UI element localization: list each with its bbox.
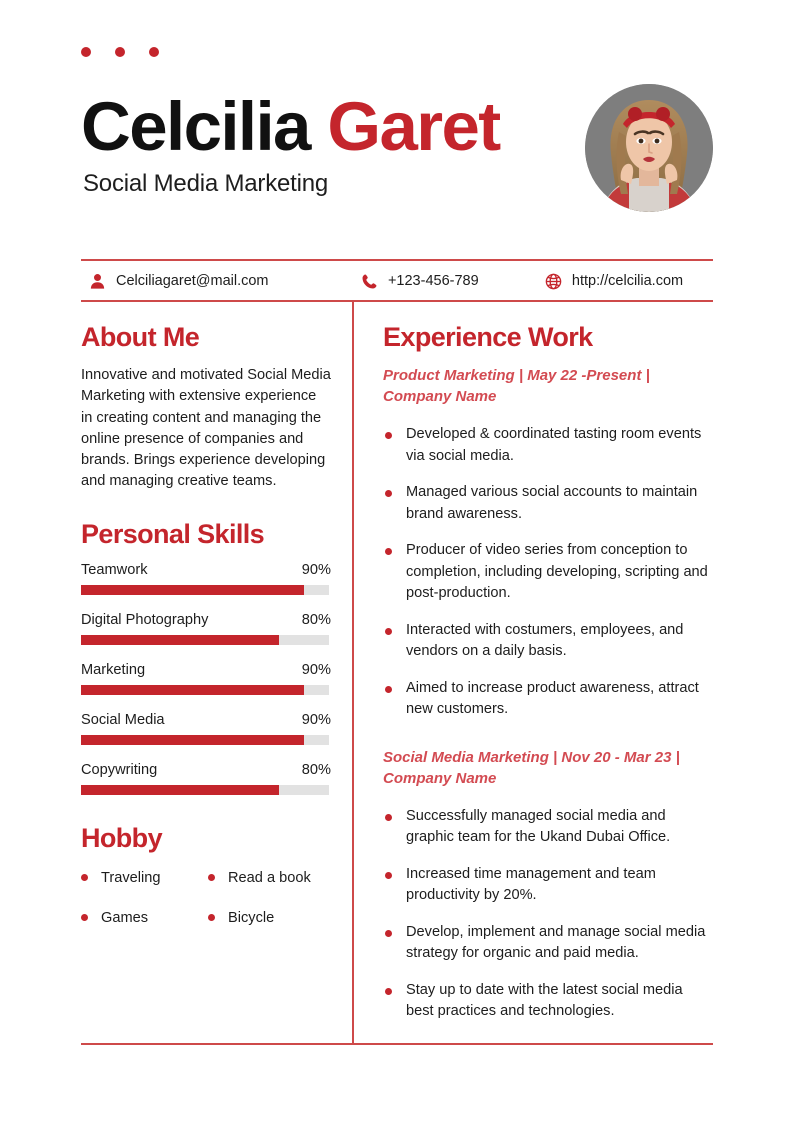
- bullet-dot-icon: [81, 914, 88, 922]
- skill-label: Marketing: [81, 661, 146, 678]
- portrait-photo-icon: [585, 84, 713, 212]
- globe-icon: [545, 273, 562, 289]
- dot-3: [149, 47, 159, 57]
- experience-list: Product Marketing | May 22 -Present | Co…: [383, 365, 713, 1023]
- hobby-title: Hobby: [81, 822, 163, 853]
- contact-bottom-rule: [81, 300, 713, 302]
- job-heading: Product Marketing | May 22 -Present | Co…: [383, 367, 650, 405]
- hobby-section: Hobby Traveling Read a book Games Bicycle: [81, 823, 331, 926]
- last-name: Garet: [327, 88, 501, 165]
- skill-item: Digital Photography 80%: [81, 612, 331, 645]
- about-text: Innovative and motivated Social Media Ma…: [81, 367, 331, 490]
- job-bullet: Interacted with costumers, employees, an…: [383, 620, 713, 663]
- skill-progress-fill: [81, 784, 280, 795]
- skill-value: 90%: [301, 661, 331, 678]
- contact-phone[interactable]: +123-456-789: [360, 272, 544, 291]
- skill-value: 80%: [301, 611, 331, 628]
- hobby-list: Traveling Read a book Games Bicycle: [81, 870, 331, 926]
- skills-list: Teamwork 90% Digital Photography 80% Marketi…: [81, 562, 331, 795]
- hobby-item: Games: [81, 910, 208, 926]
- job-bullet: Successfully managed social media and gr…: [383, 806, 713, 849]
- hobby-item: Read a book: [208, 870, 331, 886]
- bullet-dot-icon: [208, 914, 215, 922]
- hobby-label: Traveling: [101, 869, 161, 886]
- skill-row: Copywriting 80%: [81, 762, 331, 778]
- skill-row: Social Media 90%: [81, 712, 331, 728]
- skill-value: 80%: [301, 761, 331, 778]
- contact-website-text: http://celcilia.com: [571, 273, 684, 289]
- right-column: Experience Work Product Marketing | May …: [383, 322, 713, 1023]
- job-bullet: Increased time management and team produ…: [383, 864, 713, 907]
- skill-value: 90%: [301, 711, 331, 728]
- avatar: [585, 84, 713, 212]
- user-icon: [90, 273, 105, 289]
- about-section: About Me Innovative and motivated Social…: [81, 322, 331, 493]
- skill-row: Teamwork 90%: [81, 562, 331, 578]
- dot-1: [81, 47, 91, 57]
- hobby-label: Read a book: [228, 869, 311, 886]
- hobby-label: Bicycle: [228, 909, 275, 926]
- phone-icon: [362, 274, 377, 288]
- skill-row: Digital Photography 80%: [81, 612, 331, 628]
- skill-item: Social Media 90%: [81, 712, 331, 745]
- job-bullet: Developed & coordinated tasting room eve…: [383, 424, 713, 467]
- skill-label: Teamwork: [81, 561, 148, 578]
- contact-top-rule: [81, 259, 713, 261]
- experience-job: Social Media Marketing | Nov 20 - Mar 23…: [383, 747, 713, 1023]
- footer-rule: [81, 1043, 713, 1045]
- job-bullets: Successfully managed social media and gr…: [383, 806, 713, 1023]
- skill-label: Copywriting: [81, 761, 158, 778]
- job-bullet: Aimed to increase product awareness, att…: [383, 678, 713, 721]
- bullet-dot-icon: [208, 874, 215, 882]
- skill-progress-bar: [81, 784, 329, 795]
- job-bullet: Managed various social accounts to maint…: [383, 482, 713, 525]
- contact-website[interactable]: http://celcilia.com: [544, 272, 713, 291]
- hobby-item: Traveling: [81, 870, 208, 886]
- skill-item: Teamwork 90%: [81, 562, 331, 595]
- skill-label: Social Media: [81, 711, 165, 728]
- contact-email-text: Celciliagaret@mail.com: [116, 273, 269, 289]
- skills-title: Personal Skills: [81, 518, 265, 549]
- first-name: Celcilia: [81, 88, 311, 165]
- skill-row: Marketing 90%: [81, 662, 331, 678]
- contact-phone-text: +123-456-789: [387, 273, 479, 289]
- job-role-subtitle: Social Media Marketing: [83, 170, 329, 197]
- skill-label: Digital Photography: [81, 611, 209, 628]
- job-heading: Social Media Marketing | Nov 20 - Mar 23…: [383, 748, 680, 787]
- job-bullet: Stay up to date with the latest social m…: [383, 980, 713, 1023]
- decorative-dots: [81, 47, 159, 57]
- dot-2: [115, 47, 125, 57]
- skill-progress-bar: [81, 634, 329, 645]
- experience-title: Experience Work: [383, 322, 593, 352]
- skill-progress-fill: [81, 734, 305, 745]
- skill-progress-fill: [81, 684, 305, 695]
- skills-section: Personal Skills Teamwork 90% Digital Photo…: [81, 519, 331, 795]
- left-column: About Me Innovative and motivated Social…: [81, 322, 331, 926]
- hobby-item: Bicycle: [208, 910, 331, 926]
- job-bullet: Develop, implement and manage social med…: [383, 922, 713, 965]
- skill-progress-bar: [81, 734, 329, 745]
- skill-progress-fill: [81, 634, 280, 645]
- skill-progress-bar: [81, 684, 329, 695]
- column-divider: [352, 302, 354, 1044]
- about-title: About Me: [81, 322, 200, 352]
- skill-progress-fill: [81, 584, 305, 595]
- job-bullets: Developed & coordinated tasting room eve…: [383, 424, 713, 721]
- hobby-label: Games: [101, 909, 149, 926]
- resume-header: Celcilia Garet Social Media Marketing: [81, 84, 713, 225]
- contact-email[interactable]: Celciliagaret@mail.com: [81, 272, 360, 291]
- skill-progress-bar: [81, 584, 329, 595]
- bullet-dot-icon: [81, 874, 88, 882]
- page-title: Celcilia Garet: [81, 90, 713, 164]
- contact-bar: Celciliagaret@mail.com +123-456-789 http…: [81, 263, 713, 299]
- job-bullet: Producer of video series from conception…: [383, 540, 713, 605]
- skill-value: 90%: [301, 561, 331, 578]
- skill-item: Copywriting 80%: [81, 762, 331, 795]
- experience-job: Product Marketing | May 22 -Present | Co…: [383, 365, 713, 721]
- skill-item: Marketing 90%: [81, 662, 331, 695]
